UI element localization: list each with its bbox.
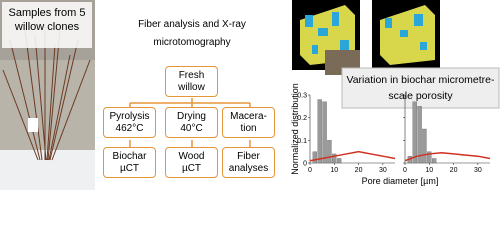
bar (336, 158, 342, 164)
chart-banner: Variation in biochar micrometre-scale po… (346, 74, 495, 102)
x-tick-label: 20 (355, 167, 363, 174)
willow-photo (0, 0, 95, 190)
chart: Normalized distribution Pore diameter [µm… (290, 83, 491, 186)
drawing: Normalized distribution Pore diameter [µm… (0, 0, 500, 190)
bar (332, 153, 337, 164)
flow-arrows (129, 98, 251, 147)
x-tick-label: 10 (425, 167, 433, 174)
graphical-abstract: Normalized distribution Pore diameter [µm… (0, 0, 500, 190)
flow-node: Macera- tion (222, 107, 275, 138)
y-tick-label: 0 (303, 161, 307, 168)
y-axis-label: Normalized distribution (290, 83, 300, 175)
x-tick-label: 0 (308, 167, 312, 174)
x-axis-label: Pore diameter [µm] (362, 176, 439, 186)
x-tick-label: 30 (379, 167, 387, 174)
bar (312, 151, 318, 164)
y-tick-label: 0.3 (297, 93, 307, 100)
distribution-curve (404, 152, 491, 162)
bar (327, 140, 332, 164)
bar (431, 158, 437, 164)
flow-node: Wood µCT (165, 147, 218, 178)
y-tick-label: 0.2 (297, 115, 307, 122)
bar (412, 101, 417, 164)
x-tick-label: 10 (330, 167, 338, 174)
bar (317, 99, 322, 164)
banner-box (341, 67, 500, 109)
flow-node: Fresh willow (165, 66, 218, 97)
x-tick-label: 20 (450, 167, 458, 174)
bar (422, 128, 427, 164)
bar (322, 101, 327, 164)
flow-node: Drying 40°C (165, 107, 218, 138)
x-tick-label: 30 (474, 167, 482, 174)
photo-caption: Samples from 5 willow clones (8, 7, 86, 33)
flow-node: Fiber analyses (222, 147, 275, 178)
tomography-renders (292, 0, 440, 75)
bar (427, 151, 432, 164)
x-tick-label: 0 (403, 167, 407, 174)
distribution-curve (309, 150, 396, 162)
title: Fiber analysis and X-ray microtomography (138, 19, 246, 48)
y-tick-label: 0.1 (297, 138, 307, 145)
flow-node: Pyrolysis 462°C (103, 107, 156, 138)
flow-node: Biochar µCT (103, 147, 156, 178)
bar (417, 106, 422, 164)
